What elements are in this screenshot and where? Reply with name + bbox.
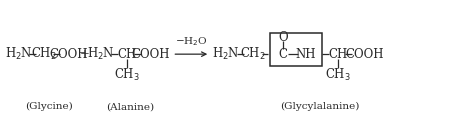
Text: (Alanine): (Alanine) [107, 102, 155, 111]
Text: CH$_2$: CH$_2$ [31, 46, 57, 62]
Text: COOH: COOH [50, 48, 88, 61]
Text: H$_2$N: H$_2$N [87, 46, 115, 62]
Text: (Glycine): (Glycine) [25, 102, 73, 112]
Text: CH$_3$: CH$_3$ [114, 67, 140, 83]
Text: CH$_2$: CH$_2$ [240, 46, 266, 62]
Text: COOH: COOH [345, 48, 383, 61]
Text: $-$H$_2$O: $-$H$_2$O [175, 35, 208, 48]
Text: (Glycylalanine): (Glycylalanine) [280, 102, 359, 112]
Text: COOH: COOH [131, 48, 170, 61]
Text: O: O [278, 31, 288, 44]
Text: NH: NH [295, 48, 316, 61]
Text: CH$_3$: CH$_3$ [326, 67, 351, 83]
Text: H$_2$N: H$_2$N [5, 46, 33, 62]
Text: H$_2$N: H$_2$N [212, 46, 240, 62]
Text: CH: CH [117, 48, 137, 61]
Bar [270, 33, 322, 66]
Text: CH: CH [329, 48, 348, 61]
Text: +: + [80, 48, 90, 61]
Text: C: C [278, 48, 287, 61]
